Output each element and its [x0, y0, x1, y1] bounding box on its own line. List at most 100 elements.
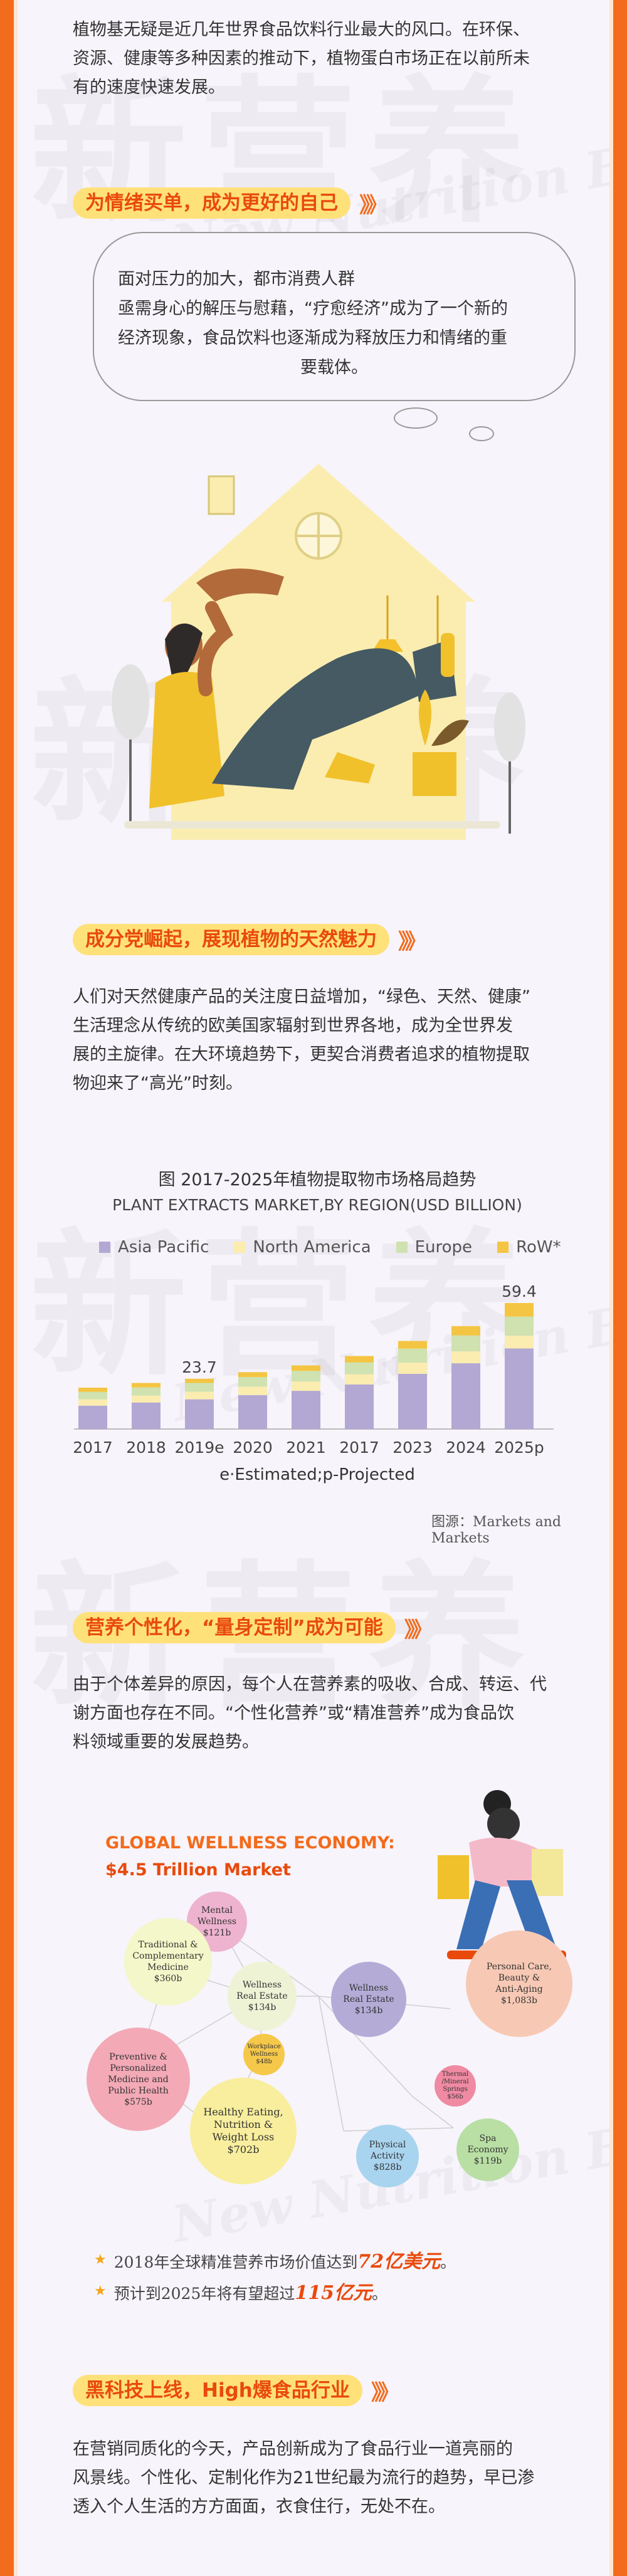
legend-swatch — [234, 1242, 246, 1253]
chart-source: 图源：Markets and Markets — [431, 1514, 562, 1546]
circle-label: Activity — [371, 2151, 404, 2161]
bar-segment — [451, 1335, 480, 1352]
legend-swatch — [396, 1242, 408, 1253]
fact-value: 72亿美元 — [357, 2251, 441, 2273]
x-tick-label: 2017 — [73, 1438, 113, 1457]
text-line: 经济现象，食品饮料也逐渐成为释放压力和情绪的重 — [118, 328, 507, 348]
x-tick-label: 2020 — [233, 1438, 273, 1457]
text-line: 资源、健康等多种因素的推动下，植物蛋白市场正在以前所未 — [73, 49, 530, 68]
bar-segment — [292, 1391, 320, 1429]
heading-label: 为情绪买单，成为更好的自己 — [73, 187, 350, 219]
article-page: 新营养 New Nutrition Business 新营养 新营养 New N… — [14, 0, 613, 2576]
circle-label: Wellness — [349, 1983, 389, 1993]
house-relax-illustration — [112, 464, 525, 840]
bar-segment — [132, 1402, 161, 1429]
bar-segment — [345, 1362, 374, 1374]
chevron-right-icon: 》》 — [371, 2380, 399, 2406]
circle-label: $121b — [203, 1928, 231, 1938]
bar-segment — [185, 1383, 214, 1392]
bar-segment — [238, 1386, 267, 1395]
circle-label: Workplace — [247, 2043, 281, 2050]
speech-bubble — [93, 232, 576, 401]
bubble-tail-dot — [394, 407, 438, 429]
legend-item: Asia Pacific — [99, 1238, 209, 1257]
wellness-subtitle: $4.5 Trillion Market — [105, 1860, 291, 1880]
x-tick-label: 2021 — [286, 1438, 326, 1457]
circle-label: Nutrition & — [213, 2118, 273, 2130]
section-heading-emotion: 为情绪买单，成为更好的自己 》》 — [73, 185, 387, 221]
text-line: 物迎来了“高光”时刻。 — [73, 1074, 243, 1093]
chart-title: 图 2017-2025年植物提取物市场格局趋势 — [158, 1170, 477, 1190]
wellness-circle: Healthy Eating, Nutrition & Weight Loss $70… — [190, 2078, 297, 2184]
x-tick-label: 2019e — [174, 1438, 224, 1457]
legend-label: North America — [253, 1238, 371, 1257]
legend-label: Asia Pacific — [118, 1238, 209, 1257]
bar-segment — [451, 1326, 480, 1336]
section-heading-personalized: 营养个性化，“量身定制”成为可能 》》 — [73, 1610, 433, 1646]
bar-segment — [345, 1356, 374, 1363]
bar-segment — [185, 1391, 214, 1400]
text-line: 料领域重要的发展趋势。 — [73, 1732, 259, 1752]
bar-segment — [78, 1399, 107, 1406]
bar-segment — [292, 1371, 320, 1382]
circle-label: $48b — [256, 2058, 272, 2065]
text-line: 要载体。 — [300, 358, 368, 377]
fact-text: 。 — [371, 2285, 387, 2303]
chevron-right-icon: 》》 — [398, 929, 426, 955]
legend-swatch — [497, 1242, 509, 1253]
wellness-circle: Personal Care, Beauty & Anti-Aging $1,083b — [466, 1930, 572, 2037]
text-line: 风景线。个性化、定制化作为21世纪最为流行的趋势，早已渗 — [73, 2468, 535, 2488]
text-line: 谢方面也存在不同。“个性化营养”或“精准营养”成为食品饮 — [73, 1704, 514, 1723]
bar-segment — [292, 1381, 320, 1391]
circle-label: Traditional & — [138, 1940, 198, 1950]
circle-label: Physical — [369, 2140, 406, 2150]
circle-label: Economy — [467, 2145, 508, 2155]
chart-footnote: e·Estimated;p-Projected — [219, 1465, 415, 1484]
fact-line: ★ 2018年全球精准营养市场价值达到72亿美元。 — [94, 2246, 456, 2273]
fact-text: 2018年全球精准营养市场价值达到 — [113, 2253, 358, 2271]
heading-label: 黑科技上线，High爆食品行业 — [73, 2375, 362, 2406]
legend-label: RoW* — [516, 1238, 561, 1257]
legend-swatch — [99, 1242, 110, 1253]
circle-label: Personal Care, — [486, 1962, 552, 1972]
text-line: 有的速度快速发展。 — [73, 78, 225, 97]
data-label: 23.7 — [182, 1358, 217, 1376]
wellness-circle: Workplace Wellness $48b — [243, 2034, 285, 2075]
tree-icon — [112, 664, 525, 834]
bubble-text: 面对压力的加大，都市消费人群 亟需身心的解压与慰藉，“疗愈经济”成为了一个新的 … — [118, 264, 551, 382]
text-line: 透入个人生活的方方面面，衣食住行，无处不在。 — [73, 2497, 445, 2516]
personalized-paragraph: 由于个体差异的原因，每个人在营养素的吸收、合成、转运、代 谢方面也存在不同。“个… — [73, 1670, 581, 1757]
ingredients-paragraph: 人们对天然健康产品的关注度日益增加，“绿色、天然、健康” 生活理念从传统的欧美国… — [73, 983, 581, 1098]
circle-label: Public Health — [108, 2085, 169, 2096]
bubble-tail-dot — [469, 426, 494, 441]
circle-label: Personalized — [110, 2063, 167, 2073]
x-tick-label: 2025p — [494, 1438, 544, 1457]
stacked-bar-chart: 2017 2018 2019e 23.7 2020 2021 2017 2023 2024 202… — [73, 1282, 554, 1457]
bar-segment — [505, 1348, 534, 1429]
wellness-circle: Physical Activity $828b — [356, 2125, 419, 2187]
circle-label: Beauty & — [498, 1973, 540, 1983]
bar-segment — [78, 1391, 107, 1400]
fact-value: 115亿元 — [295, 2282, 372, 2304]
wellness-circle: Preventive & Personalized Medicine and Publ… — [87, 2028, 190, 2131]
bar-segment — [132, 1387, 161, 1396]
text-line: 展的主旋律。在大环境趋势下，更契合消费者追求的植物提取 — [73, 1045, 530, 1064]
bar-segment — [451, 1363, 480, 1429]
x-tick-label: 2017 — [339, 1438, 379, 1457]
bar-segment — [451, 1351, 480, 1364]
circle-label: $134b — [248, 2003, 277, 2013]
bar-segment — [238, 1372, 267, 1378]
circle-label: Spa — [479, 2134, 497, 2144]
circle-label: $1,083b — [501, 1996, 537, 2006]
heading-label: 营养个性化，“量身定制”成为可能 — [73, 1612, 396, 1643]
shopper-illustration — [438, 1790, 566, 1959]
bar-segment — [78, 1405, 107, 1429]
bar-segment — [185, 1399, 214, 1429]
text-line: 亟需身心的解压与慰藉，“疗愈经济”成为了一个新的 — [118, 299, 508, 318]
wellness-circle: Wellness Real Estate $134b — [228, 1962, 297, 2031]
bar-segment — [505, 1302, 534, 1317]
bar-segment — [78, 1388, 107, 1392]
wellness-circle: Traditional & Complementary Medicine $360b — [124, 1918, 212, 2006]
chevron-right-icon: 》》 — [404, 1617, 433, 1643]
bar-segment — [238, 1395, 267, 1429]
